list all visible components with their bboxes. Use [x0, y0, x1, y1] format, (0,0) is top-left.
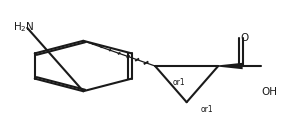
Text: OH: OH [261, 88, 277, 98]
Text: or1: or1 [201, 105, 214, 114]
Text: or1: or1 [172, 78, 185, 87]
Text: O: O [240, 33, 248, 43]
Text: H$_2$N: H$_2$N [13, 20, 35, 34]
Polygon shape [218, 63, 243, 69]
